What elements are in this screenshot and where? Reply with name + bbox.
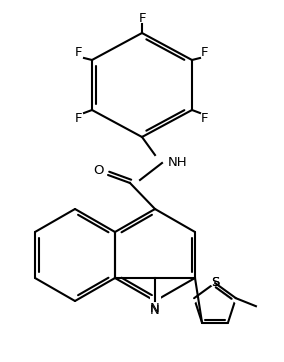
- Text: N: N: [150, 302, 160, 315]
- Text: F: F: [75, 46, 83, 59]
- Text: S: S: [211, 275, 219, 289]
- Text: S: S: [211, 277, 219, 290]
- Text: NH: NH: [168, 156, 188, 169]
- Text: O: O: [93, 164, 103, 177]
- Text: F: F: [75, 111, 83, 125]
- Text: F: F: [138, 12, 146, 25]
- Text: N: N: [150, 303, 160, 316]
- Text: F: F: [201, 46, 209, 59]
- Text: F: F: [201, 111, 209, 125]
